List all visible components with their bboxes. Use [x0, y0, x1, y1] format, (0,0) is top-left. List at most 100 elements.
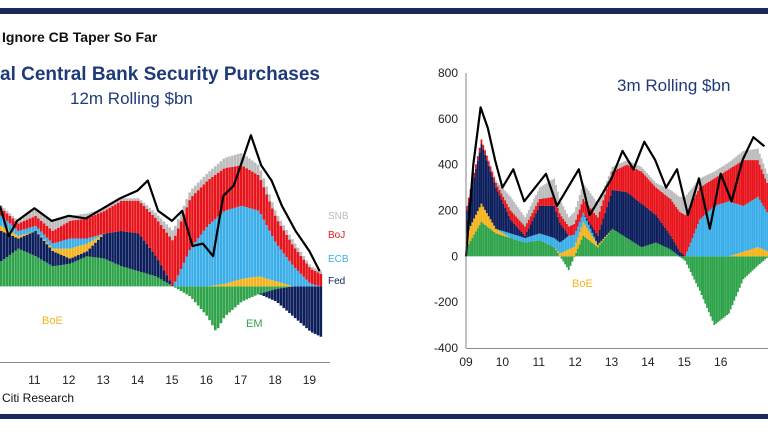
bar-ecb [34, 225, 37, 232]
bar-ecb [268, 230, 271, 280]
bar-em [42, 261, 46, 287]
bar-em [268, 286, 271, 291]
bar-snb [59, 218, 63, 227]
bar-boe [733, 254, 736, 257]
bar-em [591, 242, 594, 257]
bar-boe [564, 251, 567, 257]
bar-fed [273, 289, 277, 302]
bar-em [176, 286, 180, 290]
bar-snb [114, 201, 117, 205]
bar-ecb [245, 207, 248, 279]
bar-fed [105, 233, 109, 260]
bar-boe [2, 227, 6, 233]
bar-snb [122, 198, 126, 201]
bar-fed [618, 191, 621, 234]
bar-snb [535, 195, 537, 206]
bar-boe [498, 231, 501, 235]
bar-em [746, 256, 748, 276]
bar-em [471, 237, 474, 257]
bar-boj [711, 179, 714, 208]
bar-boe [469, 225, 472, 241]
bar-snb [496, 182, 499, 187]
bar-snb [578, 195, 581, 210]
bar-em [194, 286, 197, 303]
bar-fed [282, 287, 286, 309]
bar-ecb [504, 231, 506, 235]
bar-ecb [191, 245, 194, 287]
bar-boj [675, 206, 678, 246]
bar-boj [219, 170, 223, 215]
bar-snb [646, 172, 648, 178]
bar-ecb [219, 214, 223, 285]
bar-snb [691, 187, 694, 202]
bar-ecb [555, 239, 557, 250]
bar-em [631, 241, 634, 257]
bar-ecb [722, 203, 725, 257]
bar-snb [658, 184, 661, 191]
bar-fed [28, 233, 32, 254]
bar-ecb [507, 232, 510, 237]
bar-snb [677, 195, 679, 210]
bar-em [540, 241, 543, 257]
bar-boe [88, 242, 92, 249]
bar-em [493, 231, 496, 257]
bar-fed [111, 232, 114, 263]
bar-snb [733, 158, 736, 166]
bar-snb [273, 210, 277, 216]
bar-boj [546, 197, 548, 206]
bar-boj [37, 218, 40, 229]
bar-snb [111, 203, 114, 207]
bar-em [504, 236, 506, 257]
bar-boe [31, 231, 34, 233]
legend-label-ecb: ECB [328, 254, 349, 265]
bar-boe [578, 232, 581, 245]
bar-fed [19, 237, 23, 250]
bar-snb [316, 269, 320, 273]
bar-ecb [233, 207, 237, 281]
bar-boj [549, 197, 552, 206]
bar-em [646, 245, 648, 257]
bar-boj [128, 200, 131, 233]
bar-ecb [302, 276, 306, 287]
bar-snb [205, 173, 209, 182]
bar-em [498, 234, 501, 257]
bar-fed [484, 154, 486, 210]
bar-snb [671, 191, 674, 202]
bar-boe [102, 233, 106, 235]
bar-em [248, 286, 251, 299]
bar-em [637, 244, 639, 257]
bar-boj [502, 196, 505, 204]
bar-fed [671, 238, 674, 251]
bar-boj [727, 169, 730, 202]
bar-ecb [296, 270, 300, 287]
bar-snb [573, 212, 576, 224]
bar-fed [666, 230, 668, 248]
bar-em [607, 233, 610, 257]
bar-snb [722, 165, 725, 173]
bar-em [717, 256, 719, 323]
bar-boj [134, 200, 137, 233]
bar-em [34, 256, 37, 287]
bar-ecb [584, 216, 587, 225]
bar-snb [675, 194, 678, 207]
bar-em [486, 226, 488, 257]
bar-ecb [273, 241, 277, 282]
bar-boj [606, 188, 608, 208]
bar-boj [165, 232, 169, 276]
bar-em [649, 244, 652, 257]
bar-snb [196, 182, 200, 191]
bar-snb [611, 166, 614, 172]
bar-fed [5, 233, 9, 258]
bar-snb [662, 186, 665, 194]
bar-snb [248, 158, 251, 170]
bar-em [613, 229, 616, 257]
bar-fed [156, 260, 160, 278]
x-tick-label: 16 [714, 355, 728, 369]
bar-em [706, 256, 708, 308]
bar-ecb [758, 199, 761, 248]
bar-em [265, 286, 268, 292]
bar-boj [259, 180, 263, 215]
y-tick-label: -400 [434, 341, 458, 355]
bar-boe [507, 236, 510, 238]
